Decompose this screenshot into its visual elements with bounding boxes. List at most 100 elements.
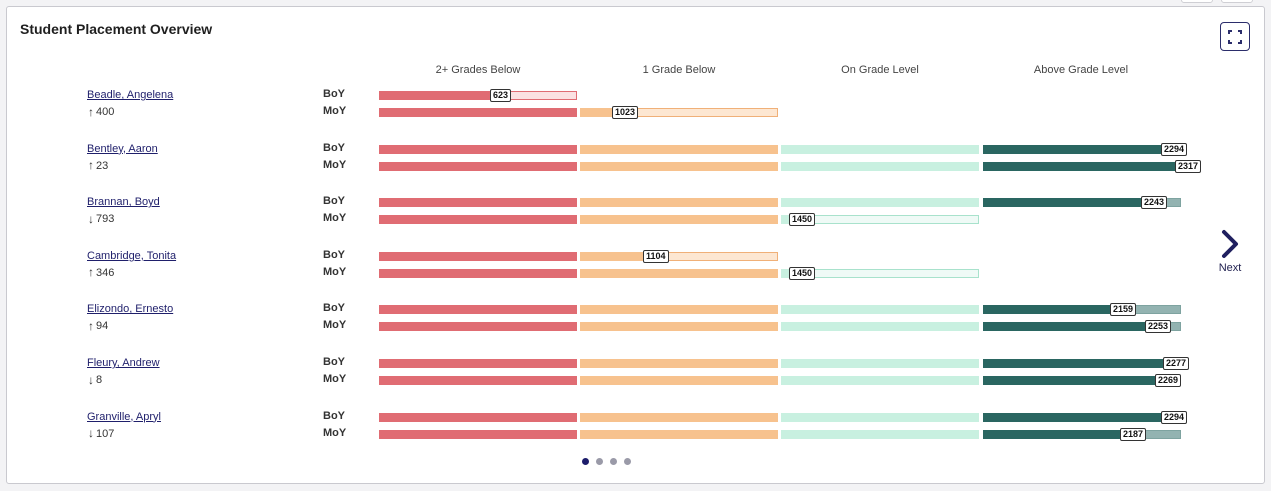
- score-change: ↓ 107: [88, 426, 115, 441]
- placement-bar: [580, 268, 778, 278]
- score-change-value: 107: [96, 427, 115, 440]
- placement-bar: [781, 215, 793, 225]
- placement-bar: [580, 322, 778, 332]
- placement-bar: [983, 376, 1167, 385]
- score-label: 1450: [789, 266, 816, 280]
- top-tab[interactable]: [1181, 0, 1213, 3]
- arrow-up-icon: ↑: [88, 158, 94, 173]
- placement-bar: [379, 359, 577, 368]
- placement-bar: [379, 429, 577, 439]
- arrow-down-icon: ↓: [88, 426, 94, 441]
- column-header-above-grade: Above Grade Level: [1033, 64, 1129, 76]
- next-button[interactable]: Next: [1212, 229, 1248, 274]
- score-label: 1104: [643, 249, 669, 263]
- placement-bar: [580, 305, 778, 315]
- placement-bar: [983, 322, 1157, 332]
- placement-bar: [379, 376, 577, 385]
- placement-bar: [379, 108, 577, 117]
- score-label: 2243: [1141, 196, 1168, 210]
- placement-bar: [379, 305, 577, 315]
- placement-bar: [379, 268, 577, 278]
- placement-bar: [379, 161, 577, 171]
- student-name-link[interactable]: Fleury, Andrew: [87, 357, 160, 369]
- expand-button[interactable]: [1220, 22, 1250, 51]
- boy-label: BoY: [323, 409, 345, 422]
- moy-label: MoY: [323, 212, 347, 225]
- student-name-link[interactable]: Beadle, Angelena: [87, 89, 174, 101]
- student-name-link[interactable]: Elizondo, Ernesto: [87, 303, 174, 316]
- boy-label: BoY: [323, 195, 345, 208]
- placement-card: Student Placement Overview 2+ Grades Bel…: [6, 6, 1265, 484]
- score-label: 2187: [1120, 427, 1147, 441]
- pagination-dot[interactable]: [610, 458, 617, 465]
- placement-bar: [983, 305, 1122, 315]
- score-label: 2253: [1145, 320, 1172, 334]
- score-change: ↓ 793: [88, 211, 115, 226]
- student-name-link[interactable]: Brannan, Boyd: [87, 196, 160, 209]
- score-change-value: 793: [96, 213, 115, 226]
- placement-bar: [781, 412, 979, 422]
- student-row: Elizondo, Ernesto ↑ 94 BoY 2159 MoY 2253: [7, 302, 1266, 339]
- score-label: 2269: [1155, 374, 1182, 387]
- placement-bar: [580, 412, 778, 422]
- placement-bar: [379, 91, 502, 100]
- moy-label: MoY: [323, 426, 347, 439]
- student-name-link[interactable]: Cambridge, Tonita: [87, 249, 177, 262]
- placement-bar: [781, 198, 979, 208]
- placement-bar: [580, 108, 624, 117]
- placement-bar: [580, 144, 778, 154]
- placement-bar: [379, 251, 577, 261]
- expand-icon: [1228, 29, 1242, 44]
- placement-bar: [983, 198, 1153, 208]
- placement-bar: [379, 215, 577, 225]
- placement-bar: [580, 251, 655, 261]
- score-label: 1023: [612, 106, 639, 119]
- placement-bar: [580, 359, 778, 368]
- top-tab[interactable]: [1221, 0, 1253, 3]
- boy-label: BoY: [323, 88, 345, 100]
- score-change-value: 23: [96, 159, 109, 172]
- student-name-link[interactable]: Granville, Apryl: [87, 410, 161, 423]
- top-tabs: [1181, 0, 1271, 3]
- placement-bar: [983, 161, 1181, 171]
- placement-bar: [781, 322, 979, 332]
- placement-bar: [580, 376, 778, 385]
- score-change-value: 400: [96, 106, 115, 118]
- pagination-dot[interactable]: [624, 458, 631, 465]
- score-label: 1450: [789, 213, 816, 227]
- score-label: 2277: [1163, 357, 1190, 370]
- placement-bar: [781, 144, 979, 154]
- arrow-down-icon: ↓: [88, 211, 94, 226]
- student-name-link[interactable]: Bentley, Aaron: [87, 142, 158, 155]
- placement-bar: [983, 144, 1173, 154]
- moy-label: MoY: [323, 265, 347, 278]
- arrow-up-icon: ↑: [88, 104, 94, 119]
- moy-label: MoY: [323, 319, 347, 332]
- arrow-down-icon: ↓: [88, 372, 94, 387]
- placement-bar: [781, 359, 979, 368]
- pagination-dot[interactable]: [596, 458, 603, 465]
- next-label: Next: [1218, 262, 1242, 274]
- placement-bar: [781, 161, 979, 171]
- boy-label: BoY: [323, 356, 345, 368]
- score-label: 2294: [1161, 410, 1188, 424]
- placement-bar: [983, 429, 1132, 439]
- column-header-two-below: 2+ Grades Below: [435, 64, 521, 76]
- moy-label: MoY: [323, 105, 347, 117]
- placement-bar: [781, 429, 979, 439]
- arrow-up-icon: ↑: [88, 265, 94, 280]
- boy-label: BoY: [323, 302, 345, 315]
- pagination-dots: [582, 458, 631, 465]
- pagination-dot[interactable]: [582, 458, 589, 465]
- score-change-value: 8: [96, 374, 103, 386]
- student-row: Bentley, Aaron ↑ 23 BoY 2294 MoY 2317: [7, 142, 1266, 179]
- student-row: Fleury, Andrew ↓ 8 BoY 2277 MoY 2269: [7, 356, 1266, 393]
- moy-label: MoY: [323, 158, 347, 171]
- score-change: ↑ 94: [88, 320, 108, 333]
- placement-bar: [580, 161, 778, 171]
- placement-bar: [983, 412, 1173, 422]
- score-change-value: 346: [96, 266, 115, 279]
- placement-bar: [379, 144, 577, 154]
- placement-bar: [379, 412, 577, 422]
- score-change: ↑ 23: [88, 158, 109, 173]
